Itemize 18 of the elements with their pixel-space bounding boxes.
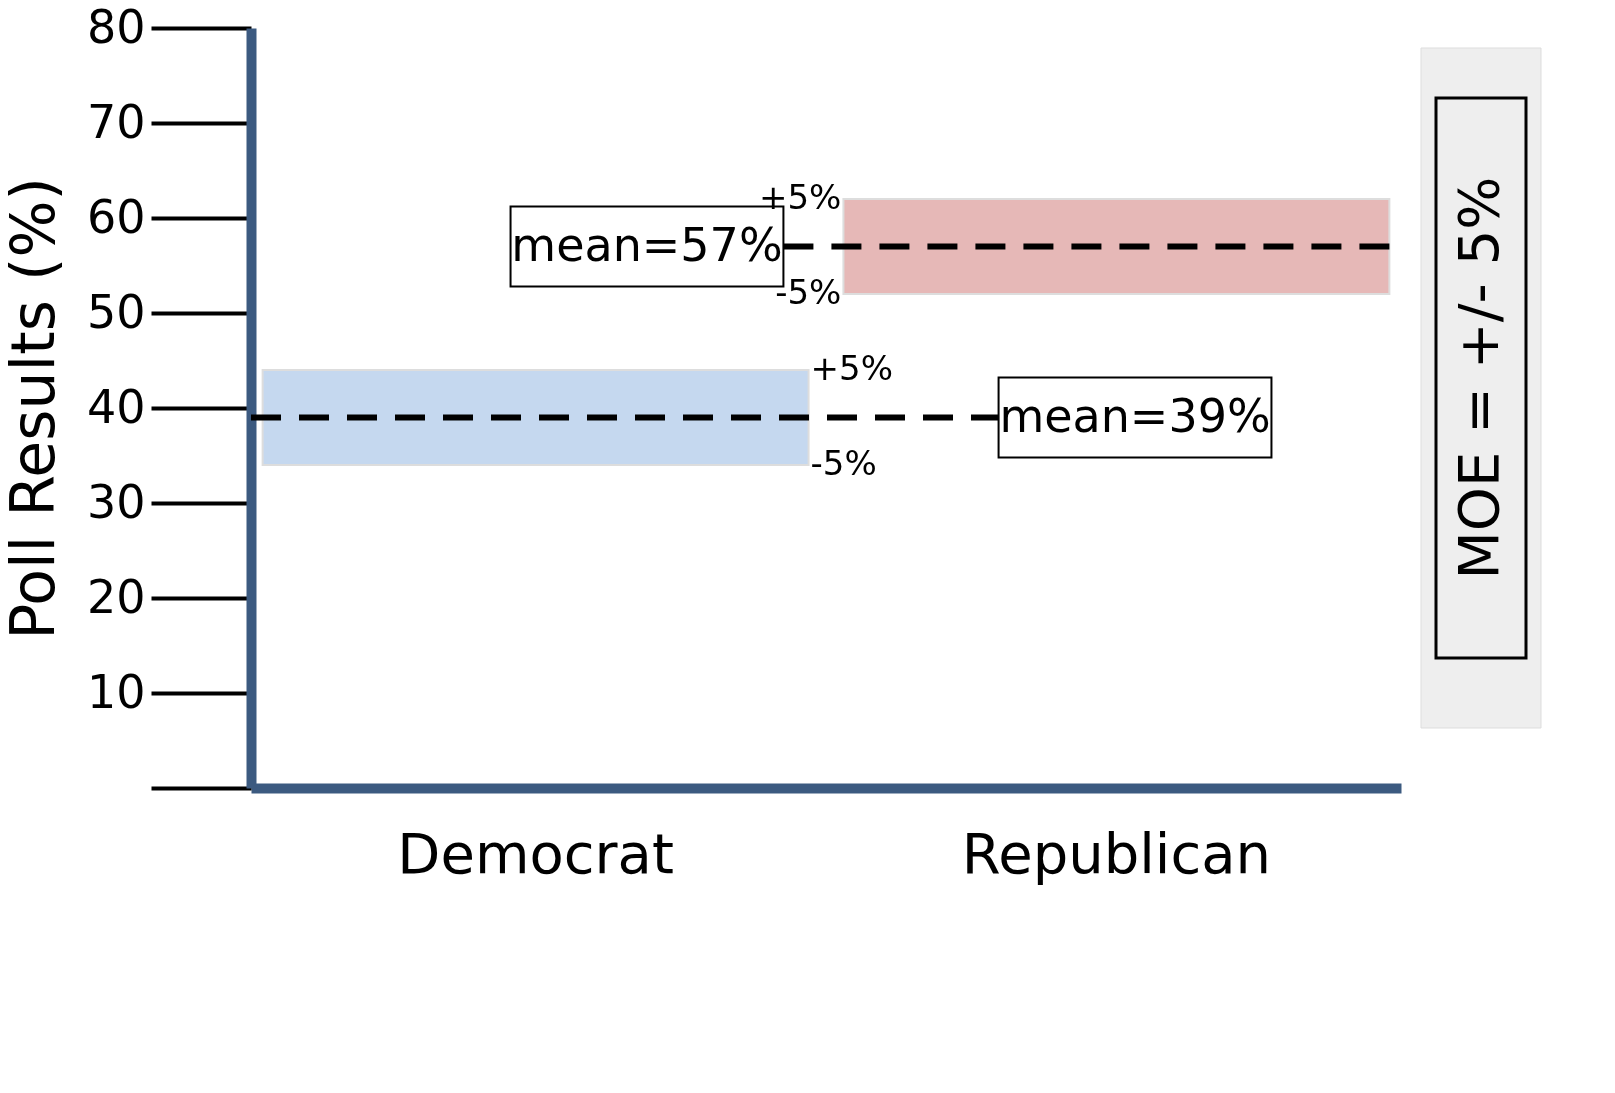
y-tick-label: 40 [86,379,146,434]
y-tick-label: 80 [86,0,146,54]
y-tick-label: 70 [86,94,146,149]
text: MOE = +/- 5% [1446,176,1511,580]
ref-line-label: mean=57% [511,217,783,272]
y-tick-label: 10 [86,664,146,719]
annotation: +5% [758,177,842,217]
x-tick-label: Republican [961,820,1271,886]
annotation: +5% [810,348,894,388]
y-tick-label: 50 [86,284,146,339]
annotation: -5% [775,272,842,312]
y-tick-label: 20 [86,569,146,624]
y-tick-label: 30 [86,474,146,529]
x-tick-label: Democrat [397,820,674,886]
annotation: -5% [810,443,877,483]
y-axis-title: Poll Results (%) [0,177,68,640]
y-tick-label: 60 [86,189,146,244]
ref-line-label: mean=39% [999,388,1271,443]
